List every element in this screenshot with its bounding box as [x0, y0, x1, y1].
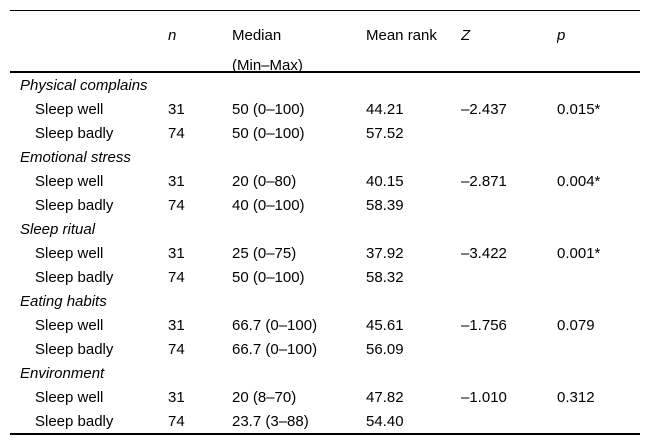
cell-median: 20 (0–80) — [232, 172, 297, 190]
cell-median: 23.7 (3–88) — [232, 412, 309, 430]
table-row: Sleep well 31 50 (0–100) 44.21 –2.437 0.… — [10, 97, 640, 121]
cell-label: Sleep well — [35, 100, 104, 118]
cell-mean-rank: 56.09 — [366, 340, 404, 358]
table-row: Sleep well 31 66.7 (0–100) 45.61 –1.756 … — [10, 313, 640, 337]
col-header-p: p — [557, 27, 566, 44]
group-row: Physical complains — [10, 73, 640, 97]
cell-median: 40 (0–100) — [232, 196, 305, 214]
cell-n: 31 — [168, 244, 185, 262]
cell-z: –1.756 — [461, 316, 507, 334]
table-row: Sleep badly 74 50 (0–100) 57.52 — [10, 121, 640, 145]
table-row: Sleep badly 74 40 (0–100) 58.39 — [10, 193, 640, 217]
cell-mean-rank: 45.61 — [366, 316, 404, 334]
col-header-empty — [10, 11, 168, 71]
cell-z: –1.010 — [461, 388, 507, 406]
cell-n: 74 — [168, 268, 185, 286]
cell-n: 74 — [168, 124, 185, 142]
cell-n: 31 — [168, 388, 185, 406]
cell-mean-rank: 47.82 — [366, 388, 404, 406]
cell-label: Sleep badly — [35, 412, 114, 430]
col-header-n: n — [168, 27, 177, 44]
cell-mean-rank: 37.92 — [366, 244, 404, 262]
cell-n: 74 — [168, 412, 185, 430]
cell-median: 66.7 (0–100) — [232, 316, 318, 334]
table-row: Sleep badly 74 23.7 (3–88) 54.40 — [10, 409, 640, 433]
group-label: Emotional stress — [20, 148, 131, 166]
cell-mean-rank: 58.32 — [366, 268, 404, 286]
group-row: Sleep ritual — [10, 217, 640, 241]
cell-n: 74 — [168, 196, 185, 214]
cell-label: Sleep well — [35, 244, 104, 262]
cell-p: 0.312 — [557, 388, 595, 406]
cell-n: 31 — [168, 100, 185, 118]
cell-mean-rank: 58.39 — [366, 196, 404, 214]
cell-n: 31 — [168, 316, 185, 334]
cell-label: Sleep badly — [35, 268, 114, 286]
group-label: Sleep ritual — [20, 220, 96, 238]
group-row: Eating habits — [10, 289, 640, 313]
col-header-z: Z — [461, 27, 471, 44]
cell-median: 20 (8–70) — [232, 388, 297, 406]
col-header-median: Median (Min–Max) — [232, 27, 303, 71]
cell-label: Sleep badly — [35, 124, 114, 142]
cell-median: 25 (0–75) — [232, 244, 297, 262]
cell-label: Sleep badly — [35, 340, 114, 358]
cell-label: Sleep badly — [35, 196, 114, 214]
cell-median: 50 (0–100) — [232, 124, 305, 142]
table-row: Sleep badly 74 50 (0–100) 58.32 — [10, 265, 640, 289]
table-row: Sleep well 31 20 (0–80) 40.15 –2.871 0.0… — [10, 169, 640, 193]
cell-median: 66.7 (0–100) — [232, 340, 318, 358]
cell-label: Sleep well — [35, 316, 104, 334]
cell-median: 50 (0–100) — [232, 100, 305, 118]
table-row: Sleep well 31 20 (8–70) 47.82 –1.010 0.3… — [10, 385, 640, 409]
cell-p: 0.079 — [557, 316, 595, 334]
cell-z: –2.437 — [461, 100, 507, 118]
cell-mean-rank: 40.15 — [366, 172, 404, 190]
col-header-mean-rank: Mean rank — [366, 27, 437, 44]
cell-p: 0.015* — [557, 100, 601, 118]
table-row: Sleep badly 74 66.7 (0–100) 56.09 — [10, 337, 640, 361]
group-row: Environment — [10, 361, 640, 385]
cell-z: –3.422 — [461, 244, 507, 262]
cell-z: –2.871 — [461, 172, 507, 190]
cell-mean-rank: 57.52 — [366, 124, 404, 142]
cell-median: 50 (0–100) — [232, 268, 305, 286]
group-row: Emotional stress — [10, 145, 640, 169]
cell-mean-rank: 44.21 — [366, 100, 404, 118]
cell-mean-rank: 54.40 — [366, 412, 404, 430]
table-row: Sleep well 31 25 (0–75) 37.92 –3.422 0.0… — [10, 241, 640, 265]
group-label: Environment — [20, 364, 105, 382]
table-header-row: n Median (Min–Max) Mean rank Z p — [10, 11, 640, 73]
group-label: Eating habits — [20, 292, 107, 310]
stats-table: n Median (Min–Max) Mean rank Z p Physica… — [10, 10, 640, 435]
cell-n: 74 — [168, 340, 185, 358]
group-label: Physical complains — [20, 76, 148, 94]
cell-n: 31 — [168, 172, 185, 190]
cell-label: Sleep well — [35, 172, 104, 190]
cell-label: Sleep well — [35, 388, 104, 406]
cell-p: 0.001* — [557, 244, 601, 262]
cell-p: 0.004* — [557, 172, 601, 190]
